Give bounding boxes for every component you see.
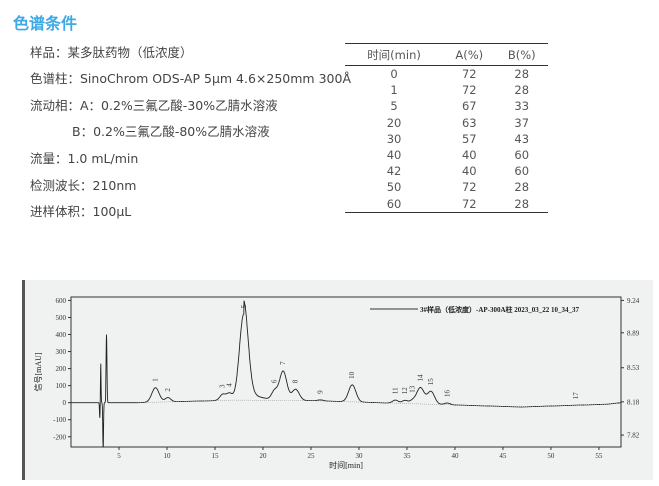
peak-label: 11 bbox=[391, 387, 399, 394]
x-tick-label: 50 bbox=[547, 452, 555, 460]
peak-label: 4 bbox=[225, 383, 233, 387]
peak-label: 5 bbox=[240, 304, 248, 308]
peak-label: 16 bbox=[443, 390, 451, 398]
col-header-time: 时间(min) bbox=[345, 43, 444, 66]
table-row: 40 40 60 bbox=[345, 147, 548, 163]
table-cell: 20 bbox=[386, 115, 402, 130]
y-tick-label: 0 bbox=[63, 399, 67, 407]
table-row: 30 57 43 bbox=[345, 131, 548, 147]
col-header-a: A(%) bbox=[443, 43, 496, 66]
col-header-b: B(%) bbox=[495, 43, 548, 66]
table-cell: 60 bbox=[514, 148, 530, 163]
table-cell: 1 bbox=[390, 83, 398, 98]
x-tick-label: 25 bbox=[307, 452, 315, 460]
condition-column: 色谱柱：SinoChrom ODS-AP 5μm 4.6×250mm 300Å bbox=[30, 71, 351, 86]
plot-frame bbox=[70, 296, 622, 448]
table-cell: 28 bbox=[514, 180, 530, 195]
peak-label: 12 bbox=[401, 387, 409, 395]
table-cell: 42 bbox=[386, 164, 402, 179]
x-tick-label: 20 bbox=[259, 452, 267, 460]
x-tick-label: 10 bbox=[163, 452, 171, 460]
peak-label: 13 bbox=[409, 385, 417, 393]
peak-label: 7 bbox=[279, 361, 287, 365]
table-cell: 33 bbox=[514, 99, 530, 114]
right-tick-label: 8.53 bbox=[627, 364, 640, 372]
peak-label: 10 bbox=[348, 371, 356, 379]
table-row: 1 72 28 bbox=[345, 82, 548, 98]
table-cell: 72 bbox=[461, 83, 477, 98]
table-cell: 5 bbox=[390, 99, 398, 114]
x-tick-label: 45 bbox=[499, 452, 507, 460]
table-row: 50 72 28 bbox=[345, 179, 548, 195]
table-cell: 0 bbox=[390, 67, 398, 82]
peak-label: 8 bbox=[292, 379, 300, 383]
table-row: 5 67 33 bbox=[345, 98, 548, 114]
peak-label: 1 bbox=[151, 378, 159, 382]
right-tick-label: 7.82 bbox=[627, 432, 640, 440]
y-tick-label: -200 bbox=[53, 433, 66, 441]
condition-mobile-phase-b: B：0.2%三氟乙酸-80%乙腈水溶液 bbox=[72, 124, 270, 139]
x-tick-label: 55 bbox=[595, 452, 603, 460]
table-cell: 40 bbox=[461, 164, 477, 179]
section-title: 色谱条件 bbox=[13, 14, 78, 33]
y-tick-label: 500 bbox=[56, 314, 67, 322]
table-cell: 28 bbox=[495, 195, 548, 213]
table-cell: 40 bbox=[461, 148, 477, 163]
right-tick-label: 9.24 bbox=[627, 297, 640, 305]
condition-mobile-phase-a: 流动相：A：0.2%三氟乙酸-30%乙腈水溶液 bbox=[30, 98, 278, 113]
table-cell: 50 bbox=[386, 180, 402, 195]
table-cell: 60 bbox=[514, 164, 530, 179]
x-tick-label: 30 bbox=[355, 452, 363, 460]
table-cell: 37 bbox=[514, 115, 530, 130]
table-row: 42 40 60 bbox=[345, 163, 548, 179]
peak-label: 17 bbox=[572, 392, 580, 400]
table-row: 0 72 28 bbox=[345, 66, 548, 83]
peak-label: 3 bbox=[219, 384, 227, 388]
y-tick-label: 400 bbox=[56, 331, 67, 339]
y-tick-label: 100 bbox=[56, 382, 67, 390]
peak-label: 6 bbox=[270, 379, 278, 383]
integration-baseline bbox=[138, 399, 619, 408]
condition-injection-volume: 进样体积：100μL bbox=[30, 204, 132, 219]
right-tick-label: 8.18 bbox=[627, 398, 640, 406]
y-tick-label: 200 bbox=[56, 365, 67, 373]
y-axis-label: 信号[mAU] bbox=[33, 352, 43, 391]
y-tick-label: 300 bbox=[56, 348, 67, 356]
x-tick-label: 35 bbox=[403, 452, 411, 460]
condition-flow: 流量：1.0 mL/min bbox=[30, 151, 139, 166]
x-tick-label: 15 bbox=[211, 452, 219, 460]
chromatogram-trace bbox=[71, 300, 622, 448]
table-cell: 72 bbox=[461, 180, 477, 195]
x-axis-label: 时间[min] bbox=[329, 460, 363, 470]
y-tick-label: -100 bbox=[53, 416, 66, 424]
peak-label: 9 bbox=[317, 390, 325, 394]
peak-label: 14 bbox=[416, 374, 424, 382]
y-tick-label: 600 bbox=[56, 297, 67, 305]
table-cell: 72 bbox=[461, 67, 477, 82]
table-cell: 67 bbox=[461, 99, 477, 114]
table-row: 20 63 37 bbox=[345, 115, 548, 131]
peak-label: 15 bbox=[427, 378, 435, 386]
condition-sample: 样品：某多肽药物（低浓度） bbox=[30, 45, 193, 60]
table-cell: 28 bbox=[514, 83, 530, 98]
legend-label: 3#样品（低浓度）-AP-300A柱 2023_03_22 10_34_37 bbox=[420, 305, 580, 314]
table-cell: 60 bbox=[345, 195, 444, 213]
gradient-table: 时间(min) A(%) B(%) 0 72 28 1 72 28 5 67 33 20 63 37 3… bbox=[345, 43, 548, 213]
table-cell: 57 bbox=[461, 131, 477, 146]
table-row: 60 72 28 bbox=[345, 195, 548, 213]
x-tick-label: 5 bbox=[117, 452, 121, 460]
table-cell: 30 bbox=[386, 131, 402, 146]
table-cell: 28 bbox=[514, 67, 530, 82]
table-cell: 63 bbox=[461, 115, 477, 130]
table-cell: 72 bbox=[443, 195, 496, 213]
x-tick-label: 40 bbox=[451, 452, 459, 460]
table-cell: 40 bbox=[386, 148, 402, 163]
peak-label: 2 bbox=[164, 388, 172, 392]
right-tick-label: 8.89 bbox=[627, 329, 640, 337]
table-cell: 43 bbox=[514, 131, 530, 146]
condition-wavelength: 检测波长：210nm bbox=[30, 178, 137, 193]
